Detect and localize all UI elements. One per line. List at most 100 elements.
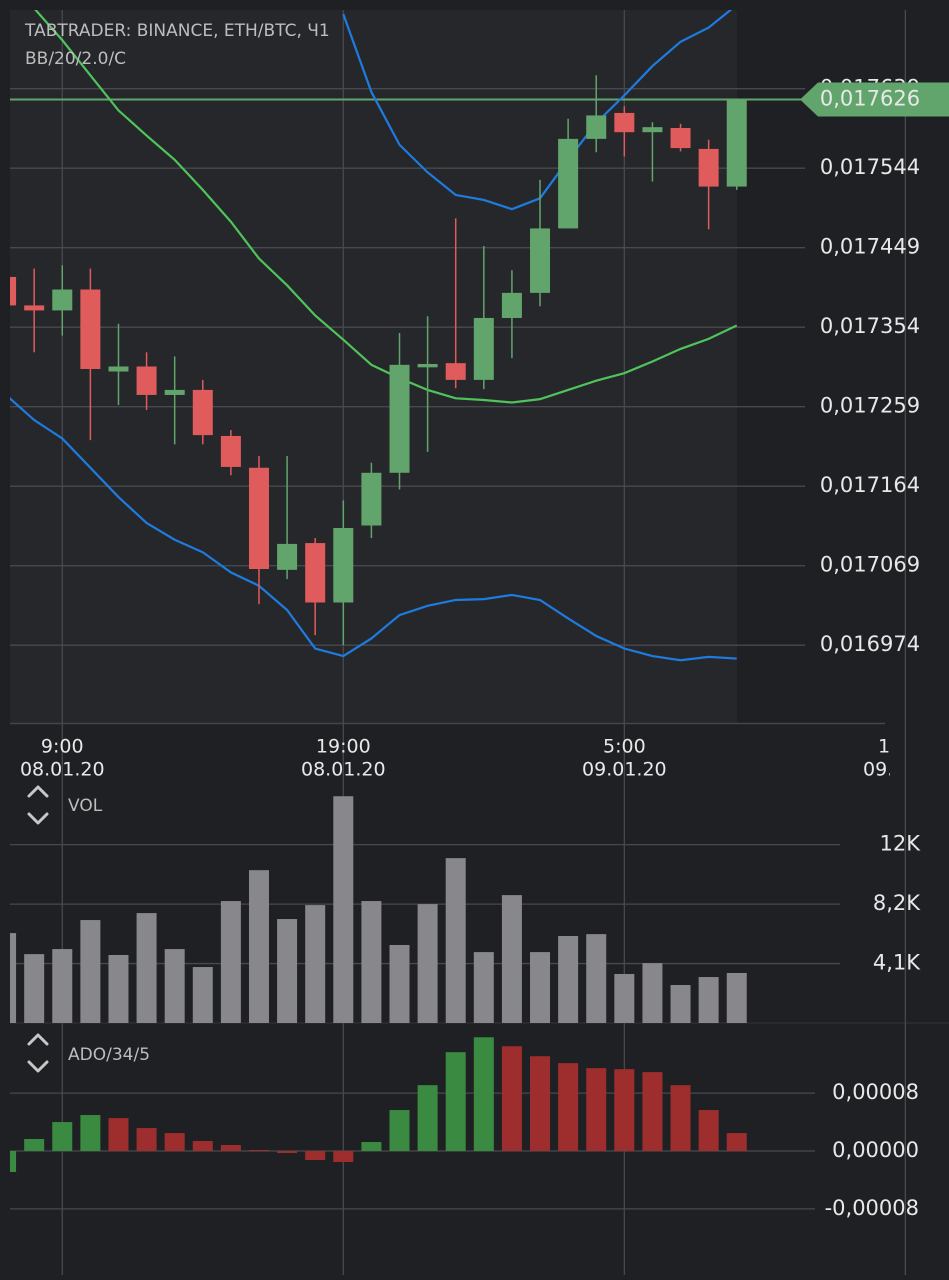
- bar: [389, 1110, 410, 1151]
- y-tick-label: 8,2K: [873, 891, 921, 915]
- candle-body: [192, 389, 213, 436]
- bar: [361, 901, 382, 1023]
- indicator-label: BB/20/2.0/C: [25, 49, 126, 69]
- bar: [277, 919, 298, 1023]
- bar: [333, 1151, 354, 1162]
- x-tick-date: 09.01.20: [582, 759, 667, 781]
- bar: [277, 1151, 298, 1154]
- candle-body: [473, 317, 494, 380]
- candle-body: [24, 305, 45, 311]
- bar: [530, 952, 551, 1023]
- bar: [108, 954, 129, 1023]
- candle-body: [501, 292, 522, 318]
- candle-body: [277, 543, 298, 570]
- candle-body: [558, 138, 579, 229]
- bar: [10, 1151, 17, 1172]
- bar: [473, 952, 494, 1023]
- candle-body: [108, 366, 129, 372]
- bar: [333, 796, 354, 1023]
- bar: [670, 985, 691, 1023]
- bar: [726, 972, 747, 1023]
- y-axes: 0,016974 0,017069 0,017164 0,017259 0,017354…: [800, 76, 949, 1220]
- bar: [108, 1118, 129, 1151]
- ado-label: ADO/34/5: [68, 1045, 150, 1065]
- bar: [220, 901, 241, 1023]
- bar: [192, 967, 213, 1023]
- y-tick-label: 0,017354: [820, 314, 920, 338]
- bar: [586, 1068, 607, 1151]
- bar: [642, 963, 663, 1023]
- candle-body: [164, 389, 185, 395]
- x-axis: 9:0008.01.2019:0008.01.205:0009.01.2015:…: [20, 736, 933, 781]
- bar: [417, 904, 438, 1023]
- bar: [52, 949, 73, 1023]
- candle-body: [642, 127, 663, 133]
- bar: [305, 1151, 326, 1160]
- y-tick-label: 0,017449: [820, 235, 920, 259]
- band-line: [10, 396, 737, 662]
- y-tick-label: 0,00008: [832, 1080, 919, 1104]
- bar: [10, 933, 17, 1023]
- bar: [136, 1128, 157, 1151]
- x-tick-label: 19:00: [316, 736, 371, 758]
- y-tick-label: 0,017164: [820, 473, 920, 497]
- y-tick-label: 0,016974: [820, 632, 920, 656]
- bar: [698, 977, 719, 1023]
- last-price-label: 0,017626: [820, 87, 920, 111]
- candle-body: [220, 435, 241, 467]
- bar: [558, 1063, 579, 1151]
- bar: [248, 870, 269, 1023]
- bar: [80, 1115, 101, 1151]
- chart-title: TABTRADER: BINANCE, ETH/BTC, Ч1: [24, 21, 330, 41]
- candle-body: [417, 363, 438, 368]
- bar: [586, 934, 607, 1023]
- y-tick-label: 12K: [880, 832, 922, 856]
- bar: [136, 913, 157, 1023]
- bar: [614, 973, 635, 1023]
- last-price-tag: [800, 82, 949, 117]
- y-tick-label: 0,017544: [820, 155, 920, 179]
- collapse-down-icon[interactable]: [27, 1060, 49, 1073]
- x-tick-label: 9:00: [41, 736, 84, 758]
- bar: [192, 1141, 213, 1151]
- bar: [389, 944, 410, 1023]
- bar: [248, 1149, 269, 1151]
- bar: [305, 905, 326, 1023]
- bar: [164, 949, 185, 1023]
- bar: [361, 1142, 382, 1151]
- bar: [558, 936, 579, 1023]
- bar: [445, 858, 466, 1023]
- candle-body: [10, 276, 17, 306]
- candle-body: [726, 99, 747, 187]
- band-line: [34, 10, 738, 404]
- bar: [670, 1085, 691, 1151]
- candle-body: [586, 115, 607, 139]
- candle-body: [530, 228, 551, 293]
- candle-body: [698, 148, 719, 187]
- bar: [417, 1085, 438, 1151]
- candle-body: [136, 366, 157, 395]
- y-tick-label: 4,1K: [873, 951, 921, 975]
- indicator-plots: [10, 796, 747, 1172]
- bar: [445, 1052, 466, 1151]
- candle-body: [389, 364, 410, 473]
- x-tick-label: 5:00: [603, 736, 646, 758]
- expand-up-icon[interactable]: [27, 1033, 49, 1046]
- candle-body: [445, 363, 466, 380]
- expand-up-icon[interactable]: [27, 785, 49, 798]
- bar: [80, 920, 101, 1023]
- y-tick-label: 0,00000: [832, 1138, 919, 1162]
- x-tick-date: 08.01.20: [20, 759, 105, 781]
- candle-body: [361, 472, 382, 526]
- candle-body: [248, 467, 269, 570]
- candle-body: [670, 127, 691, 149]
- y-tick-label: 0,017259: [820, 394, 920, 418]
- y-tick-label: 0,017069: [820, 553, 920, 577]
- candle-body: [333, 528, 354, 603]
- x-tick-label: 15:00: [878, 736, 933, 758]
- bar: [220, 1144, 241, 1151]
- bar: [52, 1122, 73, 1151]
- collapse-down-icon[interactable]: [27, 812, 49, 825]
- bar: [164, 1133, 185, 1151]
